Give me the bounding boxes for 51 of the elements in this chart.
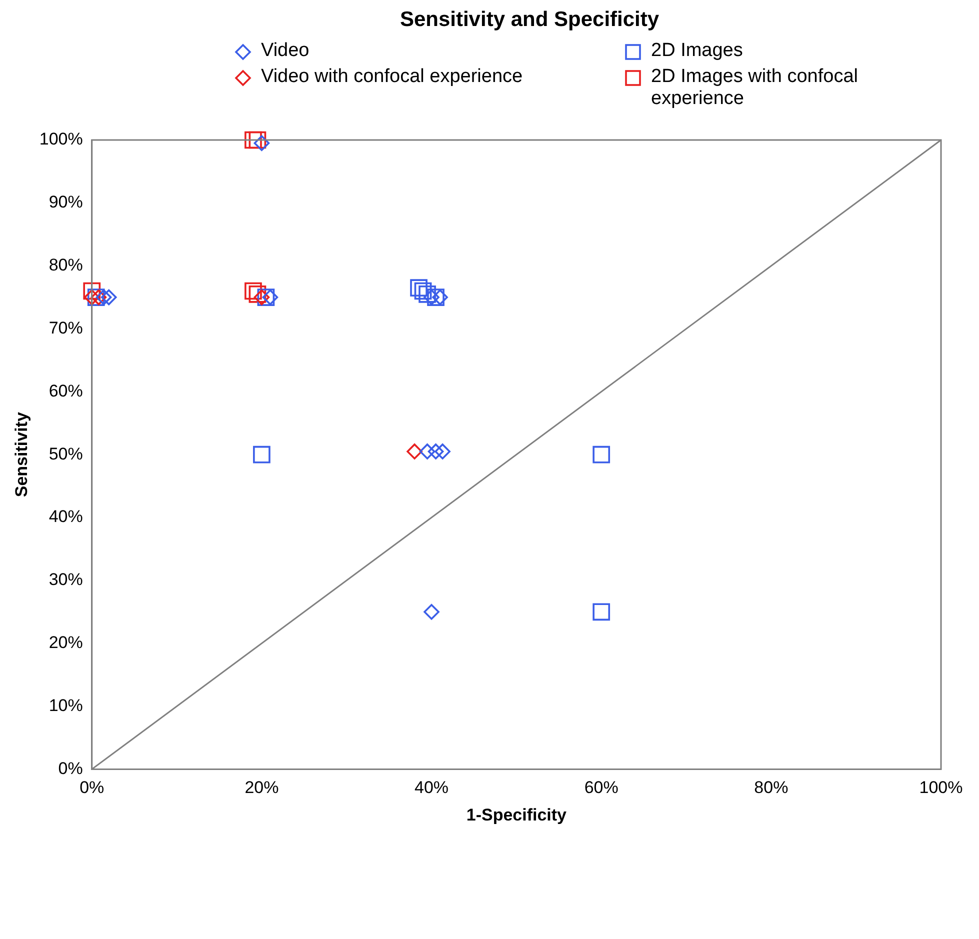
y-tick-label: 80% xyxy=(48,256,83,275)
y-tick-label: 40% xyxy=(48,507,83,526)
y-tick-label: 20% xyxy=(48,633,83,652)
y-tick-label: 50% xyxy=(48,444,83,464)
point xyxy=(427,288,444,306)
point xyxy=(83,282,101,300)
x-tick-label: 40% xyxy=(414,778,449,798)
x-tick-label: 20% xyxy=(244,778,279,798)
point xyxy=(248,285,266,303)
point xyxy=(253,446,270,464)
point xyxy=(434,444,450,460)
point xyxy=(84,289,100,306)
point xyxy=(244,131,262,149)
point xyxy=(592,446,610,464)
point xyxy=(418,285,436,303)
point xyxy=(406,444,422,460)
x-tick-label: 100% xyxy=(919,778,963,798)
y-axis-title: Sensitivity xyxy=(12,412,31,498)
point xyxy=(428,444,444,460)
y-tick-label: 30% xyxy=(48,570,83,590)
point xyxy=(414,282,432,300)
point xyxy=(254,289,270,306)
point xyxy=(244,282,262,300)
x-axis-title: 1-Specificity xyxy=(466,805,568,824)
legend-label: 2D Images with confocal experience xyxy=(651,66,859,110)
point xyxy=(410,279,428,297)
x-tick-label: 60% xyxy=(584,778,618,798)
point xyxy=(100,289,117,306)
point xyxy=(424,604,440,620)
point xyxy=(419,444,436,460)
y-tick-label: 90% xyxy=(48,192,83,212)
y-tick-label: 0% xyxy=(58,758,83,778)
legend-label: 2D Images xyxy=(651,40,743,62)
point xyxy=(90,289,107,306)
x-tick-label: 80% xyxy=(754,778,788,798)
chart-title: Sensitivity and Specificity xyxy=(398,8,660,32)
point xyxy=(96,289,112,306)
point xyxy=(87,288,105,306)
legend-label: Video xyxy=(261,40,310,62)
y-tick-label: 70% xyxy=(48,318,83,338)
y-tick-label: 60% xyxy=(48,381,83,400)
x-tick-label: 0% xyxy=(80,778,104,798)
y-tick-label: 10% xyxy=(48,696,83,715)
point xyxy=(592,603,610,621)
point xyxy=(254,135,270,152)
point xyxy=(248,131,266,149)
legend-label: Video with confocal experience xyxy=(261,66,523,89)
point xyxy=(257,288,275,306)
point xyxy=(432,289,448,306)
y-tick-label: 100% xyxy=(39,130,83,149)
point xyxy=(262,289,278,306)
